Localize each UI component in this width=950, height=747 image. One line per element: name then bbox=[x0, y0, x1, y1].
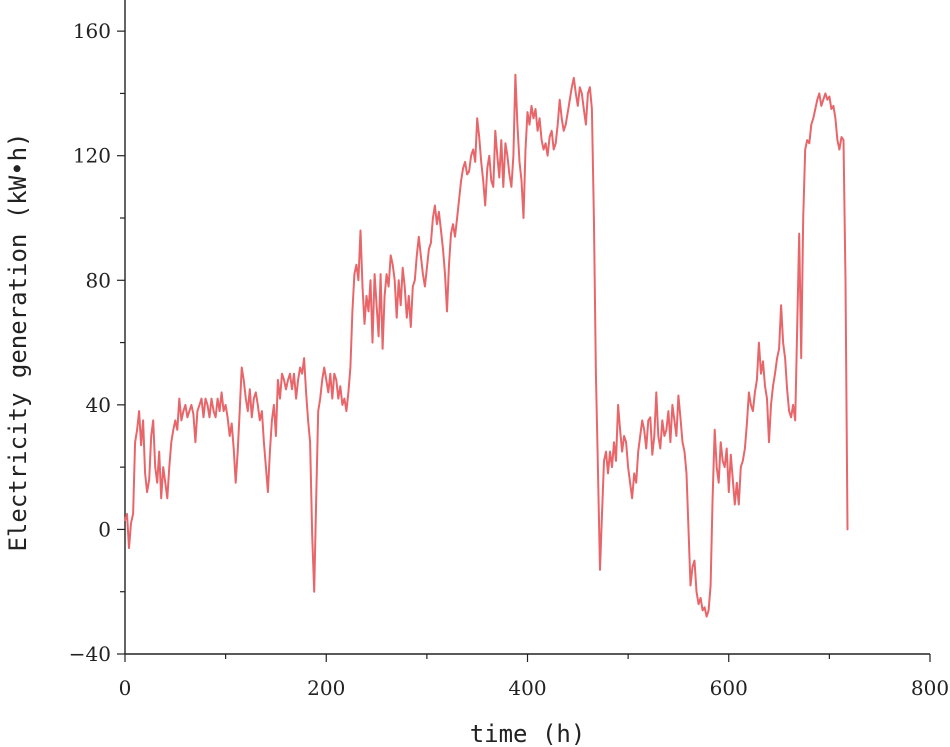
ticks: 0 200 400 600 800 −40 0 40 80 120 160 bbox=[69, 19, 949, 700]
x-tick-label: 600 bbox=[710, 676, 748, 700]
x-tick-label: 200 bbox=[307, 676, 345, 700]
y-tick-label: 120 bbox=[73, 144, 111, 168]
y-axis-title: Electricity generation (kW•h) bbox=[4, 132, 32, 551]
x-tick-label: 800 bbox=[911, 676, 949, 700]
y-tick-label: 160 bbox=[73, 19, 111, 43]
x-tick-label: 0 bbox=[119, 676, 132, 700]
plot-area bbox=[124, 73, 849, 618]
y-tick-label: −40 bbox=[69, 642, 111, 666]
y-tick-label: 0 bbox=[98, 517, 111, 541]
x-axis-title: time (h) bbox=[470, 720, 586, 747]
x-tick-label: 400 bbox=[508, 676, 546, 700]
series-line bbox=[124, 73, 849, 618]
axes bbox=[124, 0, 930, 655]
y-tick-label: 40 bbox=[86, 393, 111, 417]
y-tick-label: 80 bbox=[86, 268, 111, 292]
